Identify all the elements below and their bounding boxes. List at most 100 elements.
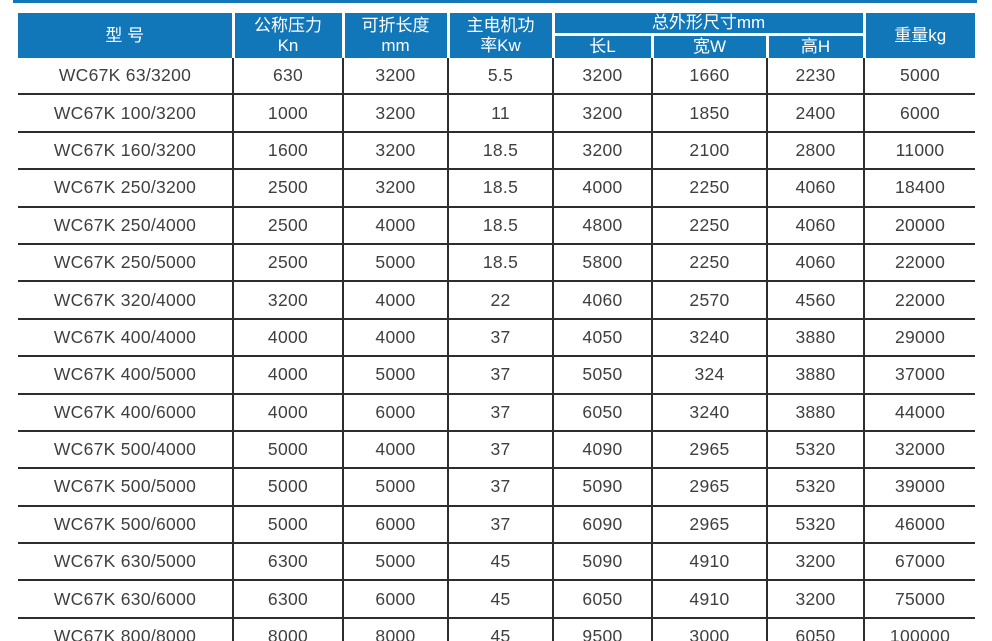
cell-dim-w: 2250: [652, 243, 768, 283]
table-row: WC67K 250/3200 2500 3200 18.5 4000 2250 4060 18…: [18, 169, 976, 208]
cell-pressure: 8000: [233, 617, 344, 641]
cell-motor-power: 11: [448, 94, 554, 133]
table-row: WC67K 400/5000 4000 5000 37 5050 324 3880 37000: [18, 356, 976, 395]
cell-weight: 46000: [864, 505, 976, 545]
cell-pressure: 5000: [233, 468, 344, 507]
cell-dim-l: 3200: [553, 131, 653, 171]
cell-pressure: 4000: [233, 393, 344, 432]
cell-fold-length: 5000: [343, 543, 449, 582]
cell-model: WC67K 100/3200: [18, 94, 234, 133]
cell-pressure: 1000: [233, 94, 344, 133]
cell-fold-length: 3200: [343, 58, 449, 96]
cell-pressure: 3200: [233, 281, 344, 320]
cell-model: WC67K 320/4000: [18, 281, 234, 320]
cell-model: WC67K 400/5000: [18, 356, 234, 395]
cell-weight: 22000: [864, 243, 976, 283]
cell-dim-h: 2400: [767, 94, 866, 133]
cell-fold-length: 4000: [343, 318, 449, 358]
cell-motor-power: 18.5: [448, 206, 554, 245]
cell-dim-l: 5090: [553, 468, 653, 507]
cell-weight: 75000: [864, 580, 976, 619]
cell-dim-h: 2230: [767, 58, 866, 96]
cell-dim-h: 3880: [767, 318, 866, 358]
cell-fold-length: 4000: [343, 281, 449, 320]
cell-weight: 29000: [864, 318, 976, 358]
cell-pressure: 4000: [233, 356, 344, 395]
header-fold-length: 可折长度 mm: [343, 13, 450, 58]
header-model: 型 号: [18, 13, 235, 58]
cell-weight: 6000: [864, 94, 976, 133]
cell-dim-h: 6050: [767, 617, 866, 641]
cell-dim-w: 2250: [652, 206, 768, 245]
cell-fold-length: 4000: [343, 206, 449, 245]
cell-motor-power: 37: [448, 505, 554, 545]
cell-motor-power: 5.5: [448, 58, 554, 96]
cell-dim-l: 3200: [553, 58, 653, 96]
cell-motor-power: 45: [448, 617, 554, 641]
cell-dim-w: 2965: [652, 468, 768, 507]
cell-fold-length: 6000: [343, 580, 449, 619]
header-dim-height: 高H: [767, 34, 866, 58]
cell-dim-w: 2965: [652, 430, 768, 470]
cell-dim-h: 3200: [767, 543, 866, 582]
cell-dim-h: 4060: [767, 206, 866, 245]
cell-pressure: 2500: [233, 206, 344, 245]
cell-dim-l: 5050: [553, 356, 653, 395]
cell-model: WC67K 630/6000: [18, 580, 234, 619]
header-motor-power: 主电机功 率Kw: [448, 13, 555, 58]
header-dim-length: 长L: [553, 34, 654, 58]
cell-weight: 11000: [864, 131, 976, 171]
cell-dim-h: 4560: [767, 281, 866, 320]
cell-motor-power: 37: [448, 356, 554, 395]
cell-motor-power: 18.5: [448, 131, 554, 171]
cell-motor-power: 37: [448, 430, 554, 470]
cell-dim-w: 4910: [652, 543, 768, 582]
cell-weight: 39000: [864, 468, 976, 507]
table-row: WC67K 63/3200 630 3200 5.5 3200 1660 2230 5000: [18, 58, 976, 96]
cell-weight: 44000: [864, 393, 976, 432]
table-row: WC67K 250/4000 2500 4000 18.5 4800 2250 4060 20…: [18, 206, 976, 245]
cell-dim-l: 5090: [553, 543, 653, 582]
table-row: WC67K 320/4000 3200 4000 22 4060 2570 4560 2200…: [18, 281, 976, 320]
spec-table: 型 号 公称压力 Kn 可折长度 mm 主电机功 率Kw 总外形尺寸mm 重量k…: [18, 13, 976, 641]
cell-dim-h: 3880: [767, 356, 866, 395]
table-row: WC67K 500/5000 5000 5000 37 5090 2965 5320 3900…: [18, 468, 976, 507]
cell-motor-power: 45: [448, 580, 554, 619]
cell-model: WC67K 400/4000: [18, 318, 234, 358]
cell-dim-w: 2965: [652, 505, 768, 545]
cell-fold-length: 5000: [343, 356, 449, 395]
table-row: WC67K 400/6000 4000 6000 37 6050 3240 3880 4400…: [18, 393, 976, 432]
cell-model: WC67K 160/3200: [18, 131, 234, 171]
cell-model: WC67K 250/4000: [18, 206, 234, 245]
cell-motor-power: 18.5: [448, 169, 554, 208]
table-row: WC67K 630/5000 6300 5000 45 5090 4910 3200 6700…: [18, 543, 976, 582]
header-pressure: 公称压力 Kn: [233, 13, 345, 58]
header-dim-width: 宽W: [652, 34, 769, 58]
cell-weight: 32000: [864, 430, 976, 470]
cell-weight: 18400: [864, 169, 976, 208]
cell-pressure: 2500: [233, 243, 344, 283]
cell-model: WC67K 500/4000: [18, 430, 234, 470]
table-body: WC67K 63/3200 630 3200 5.5 3200 1660 2230 5000 W…: [18, 58, 976, 641]
cell-dim-w: 3000: [652, 617, 768, 641]
table-row: WC67K 630/6000 6300 6000 45 6050 4910 3200 7500…: [18, 580, 976, 619]
cell-dim-w: 3240: [652, 318, 768, 358]
cell-motor-power: 37: [448, 468, 554, 507]
cell-dim-l: 4050: [553, 318, 653, 358]
cell-weight: 22000: [864, 281, 976, 320]
cell-motor-power: 37: [448, 318, 554, 358]
cell-dim-w: 1850: [652, 94, 768, 133]
cell-pressure: 630: [233, 58, 344, 96]
cell-fold-length: 3200: [343, 169, 449, 208]
cell-model: WC67K 250/3200: [18, 169, 234, 208]
table-row: WC67K 250/5000 2500 5000 18.5 5800 2250 4060 22…: [18, 243, 976, 283]
cell-dim-h: 5320: [767, 430, 866, 470]
cell-fold-length: 4000: [343, 430, 449, 470]
cell-fold-length: 6000: [343, 393, 449, 432]
cell-weight: 37000: [864, 356, 976, 395]
cell-pressure: 4000: [233, 318, 344, 358]
cell-motor-power: 37: [448, 393, 554, 432]
header-dimensions-group: 总外形尺寸mm: [553, 13, 866, 36]
table-row: WC67K 500/4000 5000 4000 37 4090 2965 5320 3200…: [18, 430, 976, 470]
